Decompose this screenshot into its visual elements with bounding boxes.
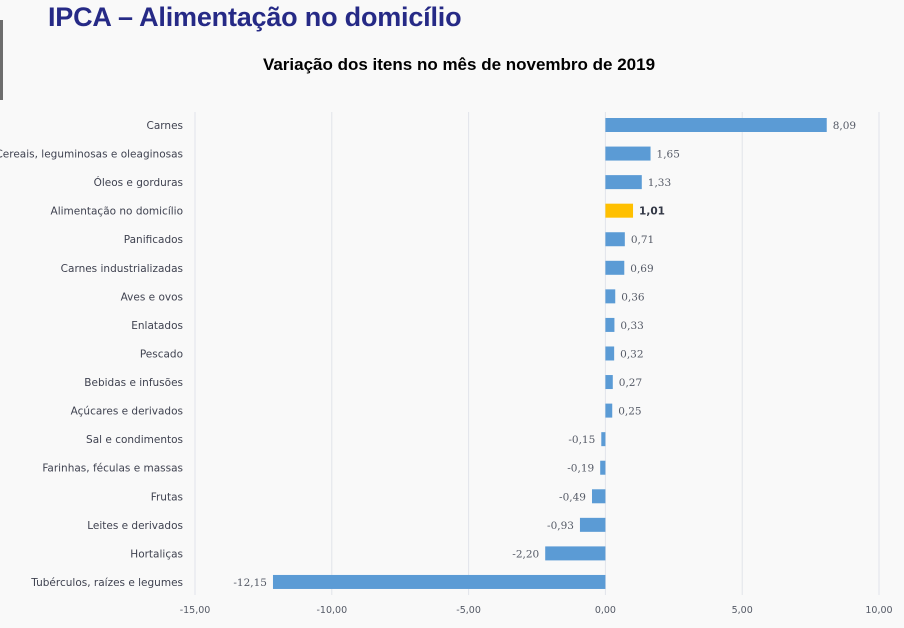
data-label: 0,33 [620,320,643,332]
data-label: 0,25 [618,406,641,418]
value-labels: 8,09 1,65 1,33 1,01 0,71 0,69 0,36 0,33 0,32 0,27… [233,120,856,589]
x-tick-label: -15,00 [180,605,211,616]
bar [605,403,613,418]
bar [272,574,606,589]
bar [600,460,606,475]
data-label: 0,69 [630,263,653,275]
data-label: -0,19 [567,463,594,475]
category-label: Panificados [124,234,183,246]
bar-highlight [605,203,634,218]
x-tick-label: 0,00 [595,605,616,616]
data-label: 8,09 [833,120,856,132]
category-label: Óleos e gorduras [94,176,183,189]
category-label: Bebidas e infusões [84,377,183,389]
data-label: -0,93 [547,520,574,532]
bar [605,317,615,332]
x-tick-label: -10,00 [316,605,347,616]
chart-title: Variação dos itens no mês de novembro de… [262,55,656,74]
x-tick-label: 10,00 [865,605,892,616]
x-tick-label: 5,00 [732,605,753,616]
data-label: 1,65 [657,149,680,161]
data-label: -0,15 [568,434,595,446]
data-label: -12,15 [233,577,267,589]
category-label: Alimentação no domicílio [51,206,183,218]
data-label: 0,32 [620,348,643,360]
bar [605,175,642,190]
data-label: -2,20 [512,548,539,560]
gridlines [194,112,880,595]
data-label: -0,49 [559,491,586,503]
category-label: Carnes [147,120,183,132]
bar [545,546,606,561]
category-label: Leites e derivados [87,520,183,532]
x-axis-tick-labels: -15,00 -10,00 -5,00 0,00 5,00 10,00 [180,605,893,616]
category-label: Cereais, leguminosas e oleaginosas [0,149,183,161]
bar [605,146,651,161]
category-label: Farinhas, féculas e massas [42,463,183,475]
data-label: 1,01 [639,206,665,218]
category-label: Aves e ovos [121,291,183,303]
bar [579,517,606,532]
category-labels: Carnes Cereais, leguminosas e oleaginosas… [0,120,183,589]
bar [601,432,606,447]
bar [605,260,625,275]
bar [605,232,625,247]
category-label: Hortaliças [130,548,183,560]
category-label: Açúcares e derivados [71,406,183,418]
bars [272,118,827,589]
edge-decoration [0,20,3,100]
bar [591,489,606,504]
category-label: Carnes industrializadas [61,263,183,275]
x-tick-label: -5,00 [456,605,481,616]
category-label: Frutas [151,491,183,503]
bar [605,375,613,390]
bar [605,118,827,132]
category-label: Pescado [140,348,183,360]
category-label: Sal e condimentos [86,434,183,446]
bar [605,289,616,304]
data-label: 0,71 [631,234,654,246]
category-label: Enlatados [131,320,183,332]
data-label: 1,33 [648,177,671,189]
data-label: 0,36 [621,291,645,303]
category-label: Tubérculos, raízes e legumes [30,577,183,589]
page-title: IPCA – Alimentação no domicílio [48,2,462,32]
data-label: 0,27 [619,377,642,389]
bar [605,346,615,361]
